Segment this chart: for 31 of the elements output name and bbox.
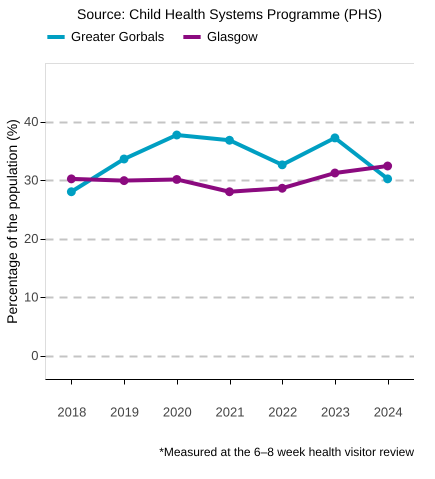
text: *Measured at the 6–8 week health visitor review <box>159 445 414 459</box>
point <box>120 176 129 186</box>
y-tick-label: 20 <box>24 231 38 246</box>
point <box>225 187 234 196</box>
x-tick-label: 2023 <box>320 404 350 420</box>
y-tick-label: 30 <box>24 172 38 188</box>
point <box>66 174 76 184</box>
point <box>330 133 340 142</box>
point <box>330 168 340 178</box>
point <box>383 162 392 170</box>
chart-title: Source: Child Health Systems Programme (PHS) <box>77 6 382 22</box>
point <box>172 174 182 184</box>
y-tick-label: 0 <box>31 348 38 364</box>
point <box>120 154 129 164</box>
y-tick-label: 40 <box>24 114 38 130</box>
x-tick-label: 2024 <box>374 404 403 420</box>
x-tick-label: 2021 <box>216 404 244 420</box>
point <box>225 136 234 145</box>
x-tick-label: 2022 <box>268 404 298 420</box>
point <box>383 174 392 184</box>
legend-label: Glasgow <box>207 29 258 44</box>
y-tick-label: 10 <box>24 290 38 305</box>
legend-label: Greater Gorbals <box>71 29 165 44</box>
point <box>278 160 287 170</box>
y-axis-title: Percentage of the population (%) <box>4 119 20 324</box>
point <box>66 187 76 196</box>
x-tick-label: 2020 <box>162 404 192 420</box>
point <box>172 130 182 140</box>
point <box>278 184 287 193</box>
x-tick-label: 2019 <box>110 404 140 420</box>
x-tick-label: 2018 <box>57 404 86 420</box>
